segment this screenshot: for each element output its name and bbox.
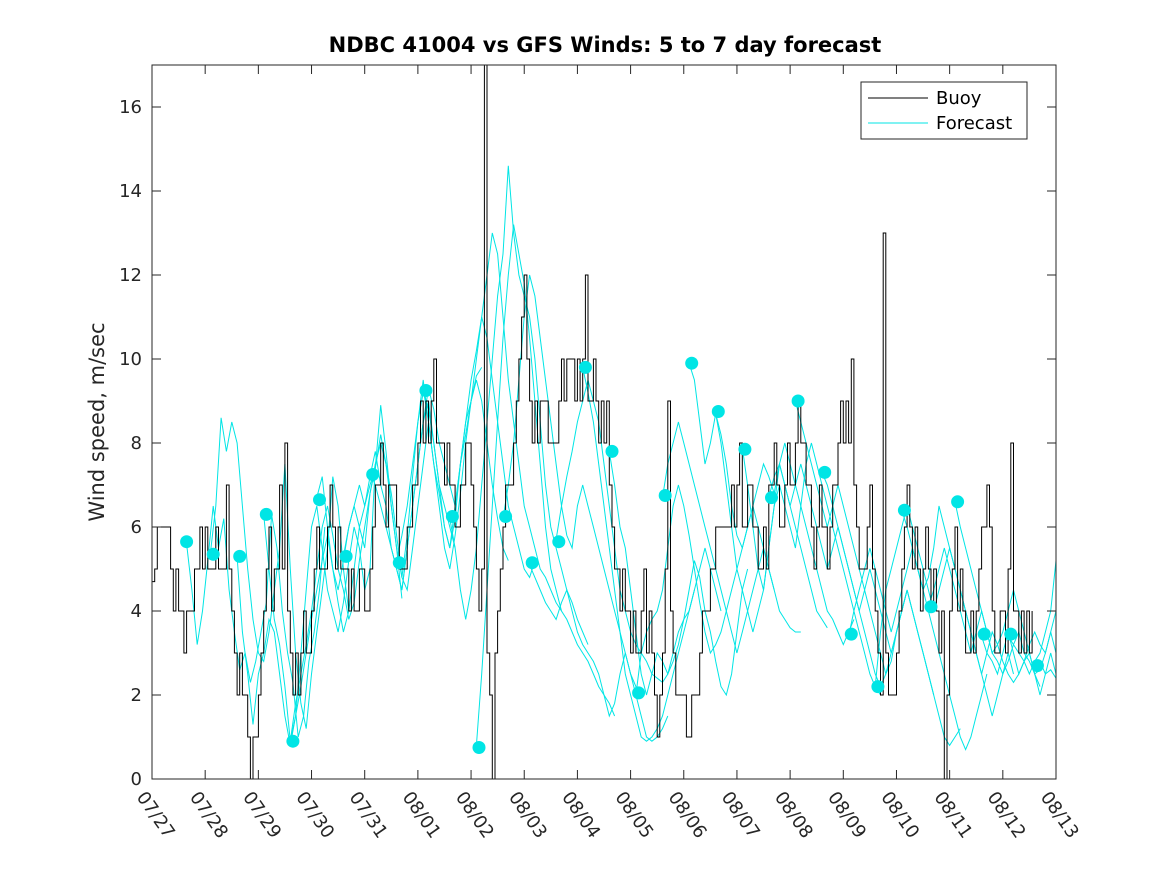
y-tick-label-5: 10 <box>119 349 142 370</box>
x-tick-label-14: 08/10 <box>876 788 923 843</box>
forecast-markers <box>180 356 1044 754</box>
forecast-line-22 <box>768 462 908 654</box>
y-axis-label: Wind speed, m/sec <box>85 322 109 521</box>
y-tick-label-1: 2 <box>131 685 142 706</box>
forecast-marker-26 <box>871 680 885 694</box>
forecast-line-6 <box>342 367 483 578</box>
forecast-marker-11 <box>472 741 486 754</box>
plot-frame <box>151 64 1057 780</box>
chart-title: NDBC 41004 vs GFS Winds: 5 to 7 day fore… <box>329 33 882 57</box>
x-tick-label-5: 08/01 <box>398 788 445 843</box>
x-tick-label-16: 08/12 <box>983 788 1030 843</box>
forecast-line-12 <box>502 274 642 696</box>
x-tick-label-3: 07/30 <box>291 788 338 843</box>
forecast-line-9 <box>422 232 562 612</box>
x-tick-label-8: 08/04 <box>557 788 604 843</box>
forecast-marker-32 <box>1030 659 1044 673</box>
forecast-marker-30 <box>977 627 991 641</box>
y-tick-label-3: 6 <box>131 517 142 538</box>
forecast-marker-24 <box>818 465 832 479</box>
x-tick-label-4: 07/31 <box>345 788 392 843</box>
forecast-marker-6 <box>339 549 353 563</box>
forecast-line-13 <box>529 564 669 742</box>
forecast-line-11 <box>475 224 616 746</box>
buoy-line <box>152 65 1033 779</box>
forecast-line-15 <box>582 367 722 742</box>
forecast-line-10 <box>449 165 589 645</box>
forecast-line-27 <box>901 505 1041 687</box>
forecast-marker-20 <box>711 405 725 418</box>
forecast-marker-29 <box>951 495 965 509</box>
x-tick-label-15: 08/11 <box>930 788 977 843</box>
legend-label-forecast: Forecast <box>936 113 1012 134</box>
forecast-marker-10 <box>445 510 459 523</box>
forecast-line-16 <box>608 451 749 697</box>
forecast-marker-9 <box>419 384 433 397</box>
forecast-marker-8 <box>392 556 406 570</box>
forecast-marker-22 <box>765 491 778 505</box>
forecast-line-18 <box>662 421 801 654</box>
forecast-line-1 <box>210 417 350 729</box>
forecast-marker-23 <box>791 394 805 408</box>
x-tick-label-13: 08/09 <box>823 788 870 843</box>
forecast-marker-3 <box>259 507 273 521</box>
forecast-line-14 <box>555 379 695 684</box>
forecast-marker-18 <box>658 489 672 502</box>
x-tick-label-6: 08/02 <box>451 788 498 843</box>
forecast-line-3 <box>263 405 403 742</box>
x-tick-label-9: 08/05 <box>611 788 658 843</box>
forecast-marker-1 <box>206 547 220 561</box>
forecast-line-17 <box>635 484 775 696</box>
x-tick-label-12: 08/08 <box>770 788 817 843</box>
forecast-marker-13 <box>525 556 539 570</box>
forecast-marker-27 <box>897 503 911 517</box>
forecast-line-26 <box>874 505 1014 717</box>
y-tick-label-4: 8 <box>131 433 142 454</box>
forecast-marker-21 <box>738 442 752 456</box>
forecast-marker-25 <box>844 627 858 641</box>
forecast-marker-17 <box>632 686 646 700</box>
x-tick-label-2: 07/29 <box>238 788 285 843</box>
forecast-marker-5 <box>313 493 326 507</box>
legend-box <box>860 81 1028 140</box>
x-tick-label-17: 08/13 <box>1036 788 1083 843</box>
y-tick-label-0: 0 <box>131 769 142 790</box>
legend: Buoy Forecast <box>860 81 1028 140</box>
y-tick-label-8: 16 <box>119 97 142 118</box>
forecast-marker-14 <box>552 535 566 549</box>
forecast-line-21 <box>741 442 881 696</box>
x-tick-label-7: 08/03 <box>504 788 551 843</box>
x-tick-label-10: 08/06 <box>664 788 711 843</box>
forecast-marker-0 <box>180 535 194 549</box>
forecast-marker-4 <box>286 734 300 748</box>
x-tick-label-0: 07/27 <box>132 788 179 843</box>
forecast-marker-12 <box>499 510 513 523</box>
forecast-line-20 <box>715 413 855 646</box>
y-tick-label-2: 4 <box>131 601 142 622</box>
forecast-line-0 <box>186 505 326 738</box>
buoy-series <box>152 65 1033 779</box>
legend-label-buoy: Buoy <box>936 88 982 109</box>
forecast-line-30 <box>981 630 1056 676</box>
y-tick-label-7: 14 <box>119 181 142 202</box>
y-tick-label-6: 12 <box>119 265 142 286</box>
x-tick-label-11: 08/07 <box>717 788 764 843</box>
forecast-series <box>186 165 1056 751</box>
x-tick-label-1: 07/28 <box>185 788 232 843</box>
forecast-line-19 <box>688 363 828 629</box>
forecast-marker-28 <box>924 600 938 614</box>
forecast-line-2 <box>236 463 376 746</box>
forecast-marker-7 <box>366 468 380 481</box>
forecast-line-24 <box>821 472 961 747</box>
forecast-marker-15 <box>578 360 592 374</box>
forecast-marker-19 <box>685 356 699 370</box>
forecast-marker-31 <box>1004 627 1018 641</box>
forecast-marker-16 <box>605 444 619 458</box>
forecast-line-8 <box>396 316 536 579</box>
forecast-marker-2 <box>233 549 247 563</box>
